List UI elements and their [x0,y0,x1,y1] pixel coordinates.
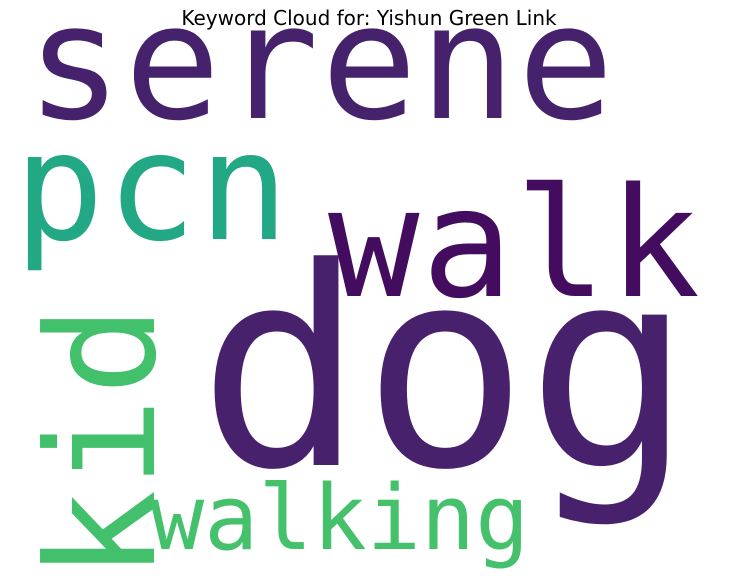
word-dog: dog [198,210,692,531]
word-walking: walking [150,466,530,571]
word-serene: serene [26,0,616,156]
word-pcn: pcn [14,101,291,275]
word-walk: walk [328,155,703,332]
figure-title: Keyword Cloud for: Yishun Green Link [181,6,557,30]
